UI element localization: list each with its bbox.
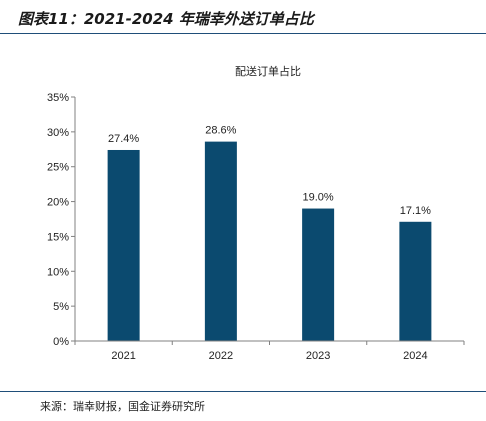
x-tick-label-2022: 2022 <box>209 350 233 362</box>
data-label-2023: 19.0% <box>303 192 334 204</box>
chart-title: 配送订单占比 <box>235 64 301 78</box>
figure-title: 图表11：2021-2024 年瑞幸外送订单占比 <box>18 10 314 28</box>
bar-2021 <box>107 149 140 341</box>
data-label-2021: 27.4% <box>108 133 139 145</box>
bar-chart: 配送订单占比 0% 5% 10% 15% 20% 25% 30% 35% 27.4% 28.6%… <box>47 64 465 362</box>
y-tick-label: 35% <box>47 92 69 104</box>
top-rule <box>0 33 486 34</box>
y-axis: 0% 5% 10% 15% 20% 25% 30% 35% <box>47 92 76 348</box>
y-tick-label: 15% <box>47 231 69 243</box>
source-note: 来源：瑞幸财报，国金证券研究所 <box>40 400 205 413</box>
bar-2024 <box>399 221 432 341</box>
y-tick-label: 10% <box>47 266 69 278</box>
bar-2023 <box>302 208 335 341</box>
y-tick-label: 25% <box>47 162 69 174</box>
data-label-2024: 17.1% <box>400 205 431 217</box>
x-axis: 2021 2022 2023 2024 <box>74 340 465 362</box>
bottom-rule <box>0 391 486 392</box>
y-tick-label: 0% <box>53 336 69 348</box>
bars: 27.4% 28.6% 19.0% 17.1% <box>107 125 432 341</box>
x-tick-label-2024: 2024 <box>403 350 427 362</box>
y-tick-label: 20% <box>47 197 69 209</box>
data-label-2022: 28.6% <box>205 125 236 137</box>
y-tick-label: 30% <box>47 127 69 139</box>
x-tick-label-2023: 2023 <box>306 350 330 362</box>
x-tick-label-2021: 2021 <box>111 350 135 362</box>
bar-2022 <box>204 141 237 341</box>
y-tick-label: 5% <box>53 301 69 313</box>
